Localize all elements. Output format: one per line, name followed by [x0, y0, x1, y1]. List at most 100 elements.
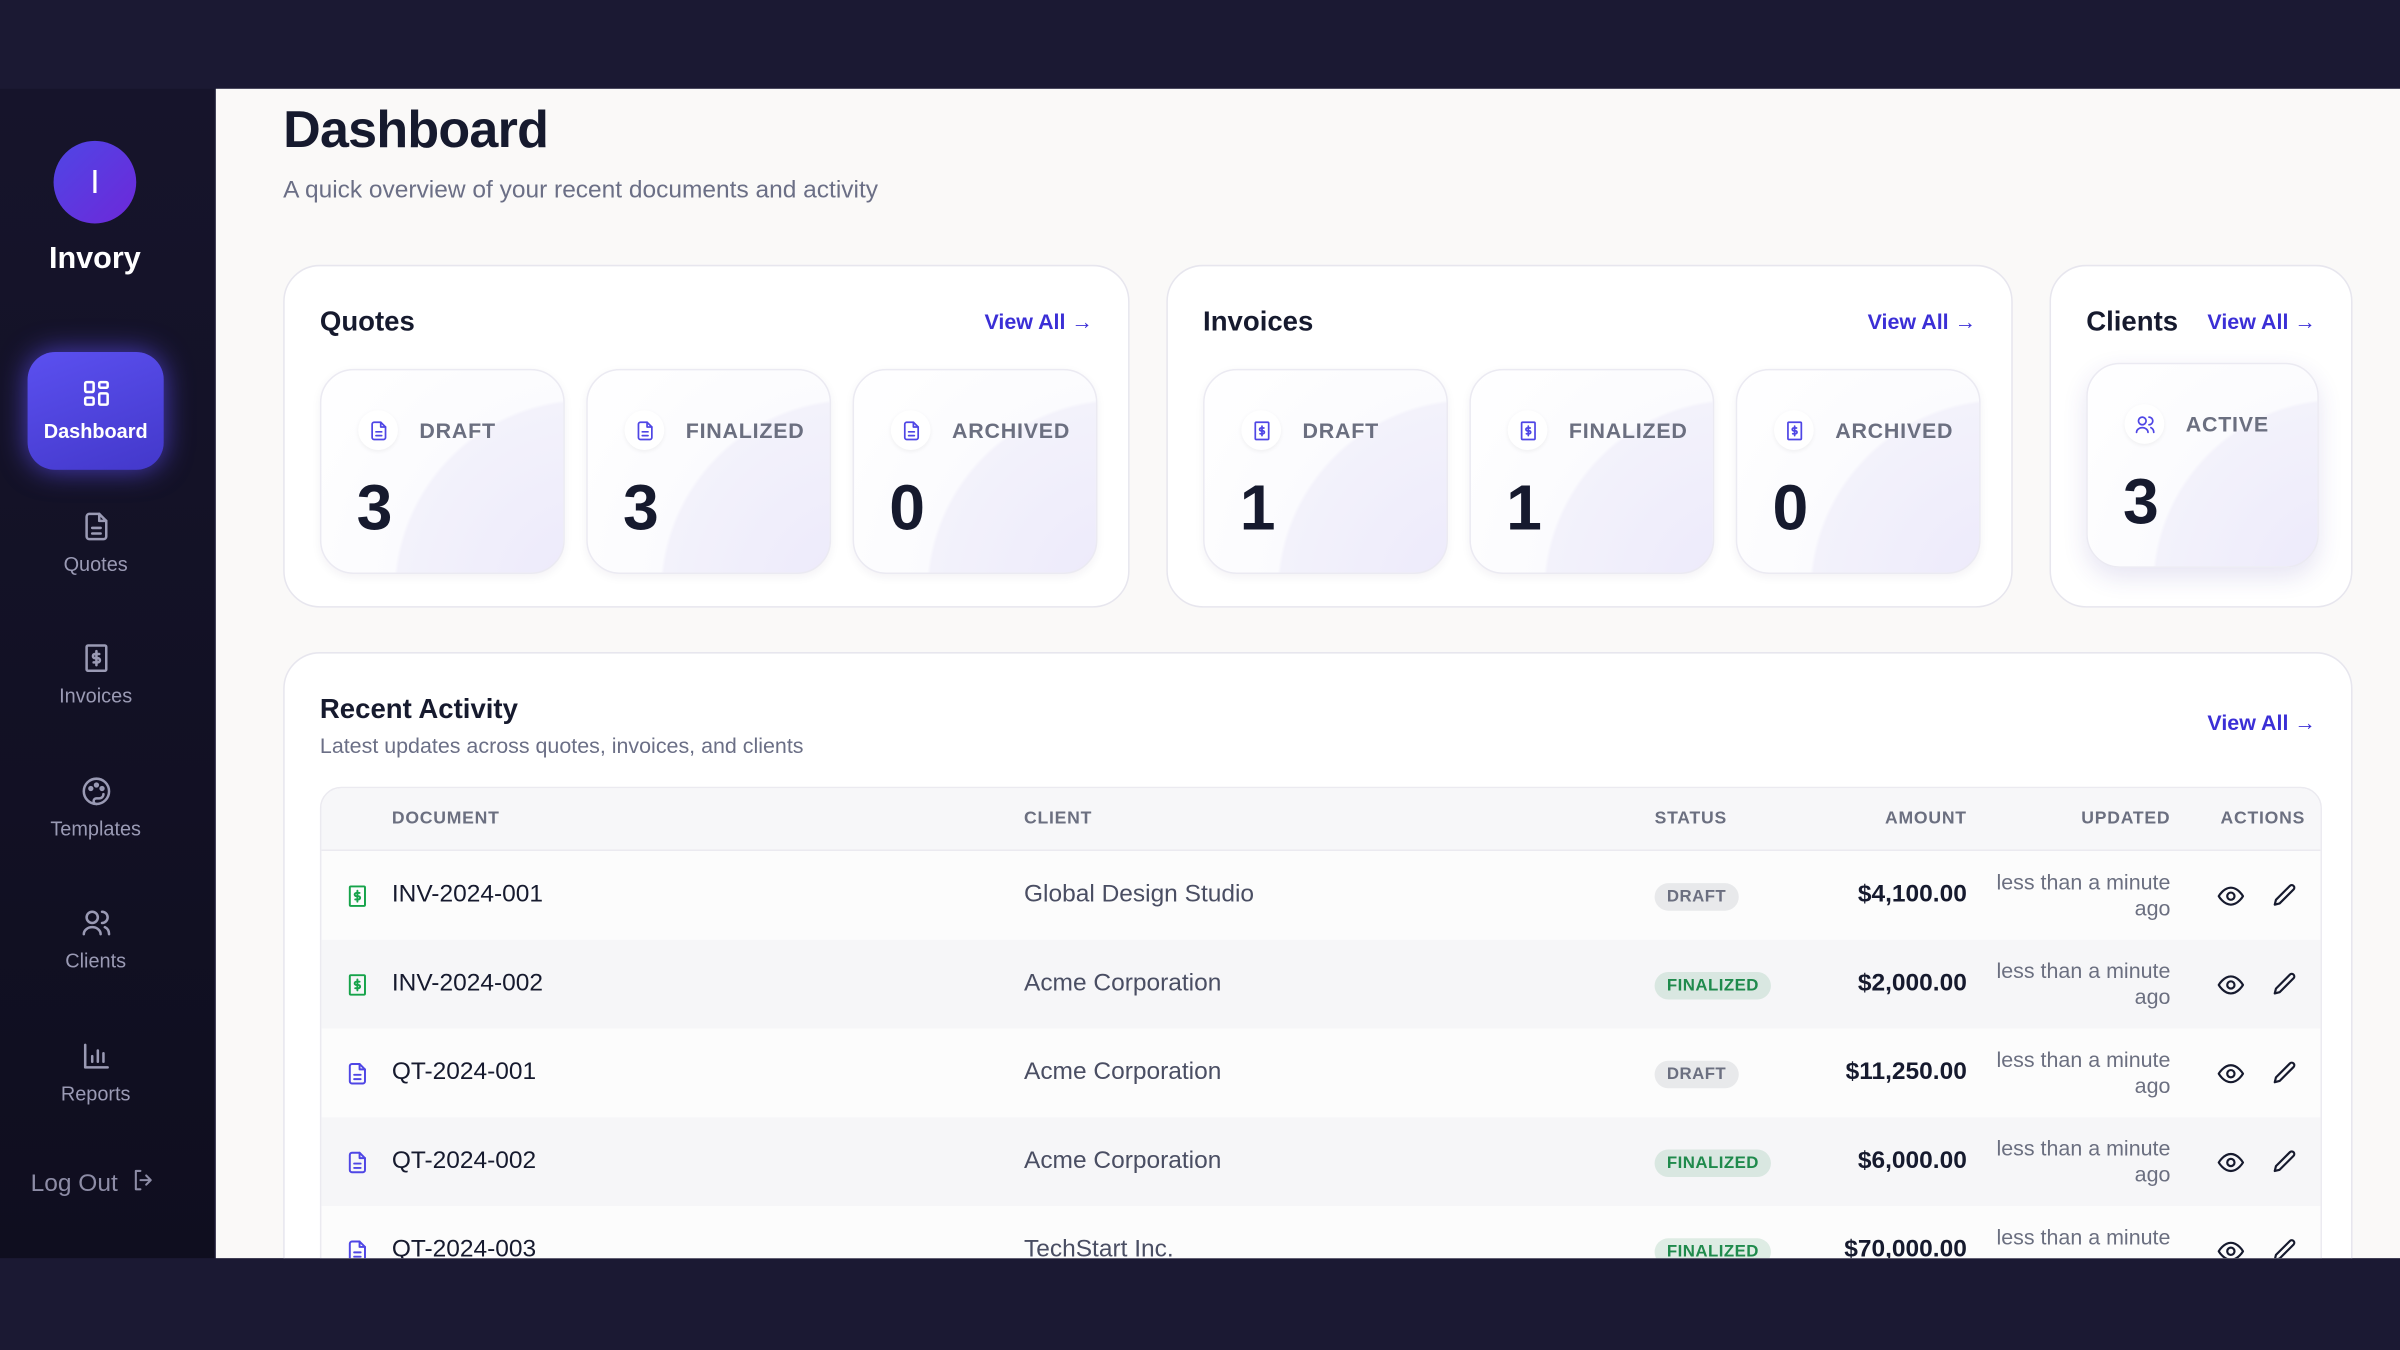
icon-shape — [2217, 1240, 2245, 1259]
icon-shape — [1253, 420, 1269, 440]
stat-value: 1 — [1239, 471, 1276, 544]
icon-shape — [2134, 425, 2149, 433]
icon-shape — [2226, 1157, 2236, 1167]
logout[interactable]: Log Out — [31, 1166, 158, 1201]
icon-shape — [2273, 972, 2296, 994]
icon-shape — [139, 1174, 152, 1186]
status-badge: FINALIZED — [1654, 1237, 1772, 1259]
nav-item[interactable]: Clients — [28, 882, 164, 1000]
document-id: QT-2024-002 — [391, 1147, 537, 1174]
status-cell: FINALIZED — [1654, 1147, 1810, 1177]
stat-label: FINALIZED — [1507, 410, 1688, 450]
icon-shape — [2217, 974, 2245, 994]
nav-icon — [79, 774, 113, 808]
stat-value: 1 — [1506, 471, 1542, 544]
nav-icon — [79, 906, 113, 940]
view-button[interactable] — [2216, 1236, 2245, 1259]
updated: less than a minute ago — [1996, 869, 2171, 920]
actions — [2170, 881, 2320, 910]
icon-shape — [84, 910, 99, 925]
icon-shape — [370, 420, 386, 440]
stat-label: ARCHIVED — [890, 410, 1070, 450]
brand-name: Invory — [48, 241, 141, 276]
nav-item[interactable]: Dashboard — [27, 352, 164, 470]
nav-icon — [79, 1039, 113, 1073]
icon-shape — [348, 884, 366, 907]
table-row: QT-2024-002 Acme Corporation FINALIZED $6,0… — [321, 1117, 2321, 1207]
icon-shape — [2217, 885, 2245, 905]
nav-item[interactable]: Reports — [28, 1014, 164, 1132]
icon-shape — [1519, 420, 1536, 440]
icon-shape — [357, 1239, 366, 1248]
view-button[interactable] — [2216, 881, 2245, 910]
document-id: INV-2024-002 — [391, 970, 543, 997]
status-badge: FINALIZED — [1654, 1148, 1772, 1177]
icon-shape — [2217, 1063, 2245, 1083]
nav-item[interactable]: Invoices — [28, 617, 164, 735]
edit-button[interactable] — [2270, 1147, 2299, 1176]
edit-button[interactable] — [2270, 881, 2299, 910]
view-all-link[interactable]: View All → — [1867, 309, 1977, 334]
icon-shape — [2273, 1149, 2296, 1172]
icon-shape — [83, 396, 95, 406]
updated: less than a minute ago — [1996, 1135, 2171, 1187]
doc-icon — [321, 882, 391, 908]
edit-button[interactable] — [2270, 1058, 2299, 1087]
actions — [2170, 1147, 2320, 1176]
icon-shape — [2217, 885, 2245, 905]
stat-icon — [2124, 404, 2165, 444]
icon-shape — [2273, 972, 2296, 994]
stat-label: FINALIZED — [624, 410, 804, 450]
icon-shape — [636, 420, 652, 440]
icon-shape — [2136, 415, 2147, 425]
icon-shape — [2273, 883, 2296, 905]
view-button[interactable] — [2216, 1058, 2245, 1087]
actions — [2170, 1058, 2320, 1087]
stat-label-text: DRAFT — [419, 417, 496, 443]
icon-shape — [81, 776, 110, 805]
view-all-link[interactable]: View All → — [984, 309, 1093, 334]
icon-shape — [911, 420, 919, 428]
nav-item[interactable]: Templates — [28, 749, 164, 867]
view-button[interactable] — [2216, 970, 2245, 999]
icon-shape — [348, 1151, 366, 1173]
card-title: Clients — [2086, 306, 2179, 337]
stat-label: DRAFT — [358, 410, 496, 450]
activity-title: Recent Activity — [319, 693, 518, 724]
logo: I — [53, 140, 137, 224]
stat-box: FINALIZED 1 — [1469, 368, 1715, 574]
icon-shape — [81, 910, 110, 936]
stat-box: DRAFT 3 — [319, 368, 565, 574]
logout-label: Log Out — [30, 1170, 118, 1197]
icon-shape — [903, 420, 919, 440]
icon-shape — [1519, 420, 1536, 440]
updated: less than a minute ago — [1996, 958, 2171, 1009]
view-all-link[interactable]: View All → — [2207, 309, 2316, 334]
stat-box: FINALIZED 3 — [586, 368, 832, 574]
stat-label-text: ACTIVE — [2185, 411, 2269, 437]
stat-icon — [358, 410, 398, 450]
icon-shape — [2217, 1152, 2245, 1172]
icon-shape — [83, 380, 109, 406]
icon-shape — [84, 511, 107, 540]
icon-shape — [83, 380, 95, 394]
icon-shape — [91, 792, 104, 805]
sidebar: I Invory Dashboard Quotes Invoices Templates C… — [0, 88, 215, 1259]
header-cell: CLIENT — [1023, 809, 1093, 829]
view-all-link[interactable]: View All → — [2207, 710, 2316, 735]
icon-shape — [903, 420, 919, 440]
header-cell: AMOUNT — [1884, 809, 1967, 829]
view-button[interactable] — [2216, 1147, 2245, 1176]
icon-shape — [90, 1048, 104, 1063]
icon-shape — [1253, 420, 1269, 440]
client-name: Acme Corporation — [1023, 1147, 1222, 1174]
status-cell: DRAFT — [1654, 1058, 1810, 1088]
stat-icon — [624, 410, 665, 450]
icon-shape — [97, 380, 109, 390]
nav-item[interactable]: Quotes — [28, 484, 164, 602]
edit-button[interactable] — [2270, 970, 2299, 999]
client-name: Acme Corporation — [1023, 1059, 1222, 1086]
stat-value: 3 — [356, 471, 393, 544]
doc-icon — [321, 1060, 391, 1086]
edit-button[interactable] — [2270, 1236, 2299, 1259]
